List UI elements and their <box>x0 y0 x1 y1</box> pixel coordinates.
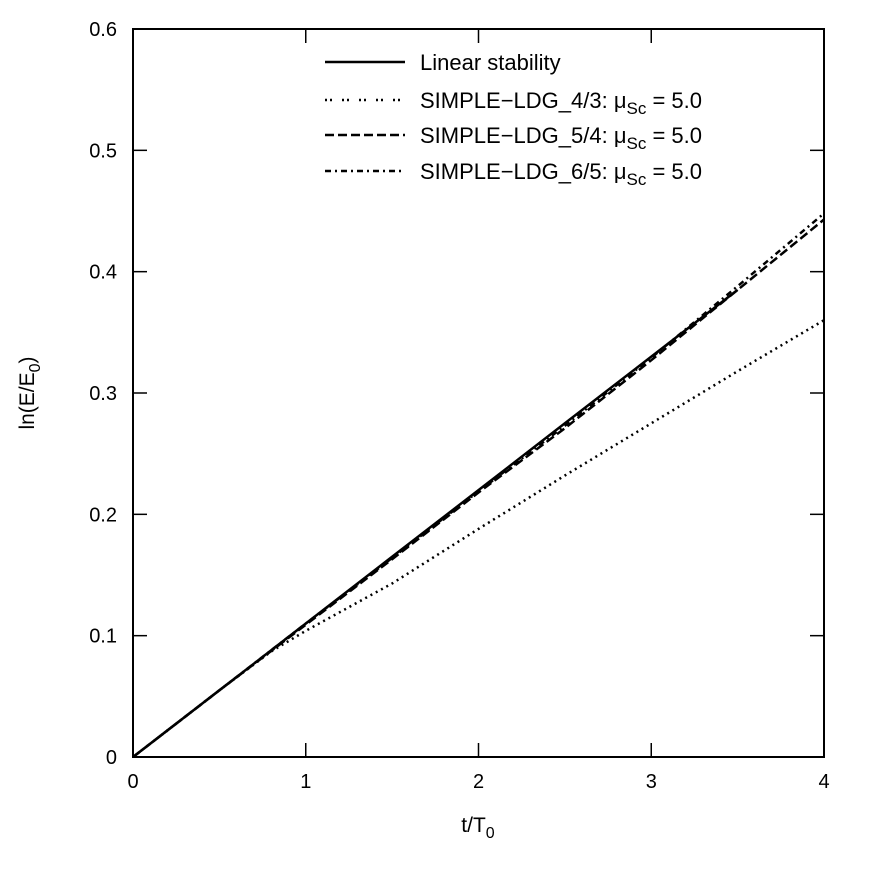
x-tick-label: 0 <box>127 771 138 793</box>
x-tick-label: 3 <box>646 771 657 793</box>
y-tick-label: 0.4 <box>89 262 117 284</box>
x-axis-title: t/T0 <box>461 814 495 842</box>
y-tick-label: 0 <box>106 747 117 769</box>
y-axis-title: ln(E/E0) <box>16 356 44 429</box>
y-tick-label: 0.5 <box>89 140 117 162</box>
axis-ticks: 0 1 2 3 4 0 0.1 0.2 0.3 0.4 0.5 0.6 <box>89 19 829 793</box>
legend-label-6-5: SIMPLE−LDG_6/5: μSc = 5.0 <box>420 159 702 189</box>
legend-label-4-3: SIMPLE−LDG_4/3: μSc = 5.0 <box>420 88 702 118</box>
legend: Linear stability SIMPLE−LDG_4/3: μSc = 5… <box>325 50 702 189</box>
data-series <box>132 212 825 758</box>
y-tick-label: 0.6 <box>89 19 117 41</box>
legend-label-5-4: SIMPLE−LDG_5/4: μSc = 5.0 <box>420 123 702 153</box>
y-tick-label: 0.1 <box>89 626 117 648</box>
legend-label-linear: Linear stability <box>420 50 561 75</box>
y-tick-label: 0.3 <box>89 383 117 405</box>
x-tick-label: 2 <box>473 771 484 793</box>
y-tick-label: 0.2 <box>89 504 117 526</box>
x-tick-label: 4 <box>818 771 829 793</box>
series-line-dashdot <box>132 212 825 758</box>
series-line-dotted <box>132 319 825 758</box>
x-tick-label: 1 <box>300 771 311 793</box>
